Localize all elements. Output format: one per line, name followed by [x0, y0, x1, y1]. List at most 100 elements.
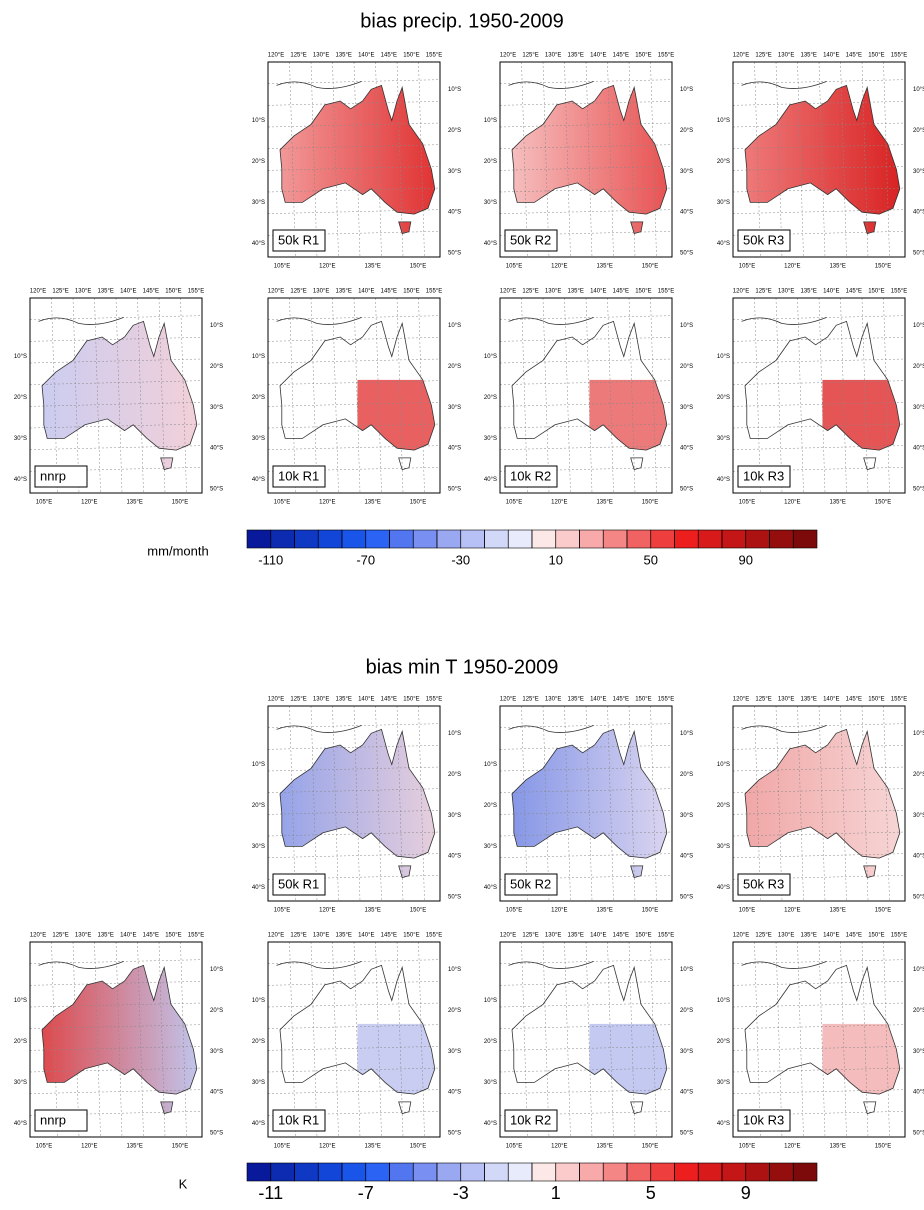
- graticule: [732, 358, 906, 364]
- lon-label: 130°E: [313, 933, 329, 939]
- lat-label: 30°S: [14, 436, 27, 442]
- lon-label: 120°E: [551, 264, 567, 270]
- colorbar-tick-label: 9: [741, 1183, 751, 1203]
- lon-label: 150°E: [635, 933, 651, 939]
- graticule: [29, 1067, 203, 1073]
- lat-label: 30°S: [252, 1080, 265, 1086]
- graticule: [499, 79, 673, 84]
- lon-label: 150°E: [403, 289, 419, 295]
- lon-label: 125°E: [52, 933, 68, 939]
- map-panel: 120°E 125°E 130°E 135°E 140°E 145°E 150°E 155°E…: [484, 697, 693, 914]
- lat-label: 40°S: [210, 1090, 223, 1096]
- coastline: [863, 865, 877, 879]
- lon-label: 130°E: [545, 289, 561, 295]
- lat-label: 10°S: [680, 967, 693, 973]
- graticule: [499, 423, 673, 429]
- lat-label: 40°S: [210, 446, 223, 452]
- lon-label: 140°E: [823, 697, 839, 703]
- lon-label: 155°E: [891, 289, 907, 295]
- lon-label: 135°E: [98, 289, 114, 295]
- map-frame: [29, 297, 203, 494]
- lon-label: 120°E: [733, 697, 749, 703]
- graticule: [158, 941, 166, 1138]
- map-frame: [267, 297, 441, 494]
- graticule: [499, 166, 673, 171]
- graticule: [818, 941, 826, 1138]
- graticule: [267, 101, 441, 106]
- lon-label: 150°E: [642, 908, 658, 914]
- map-frame: [732, 61, 906, 258]
- lat-label: 10°S: [14, 354, 27, 360]
- coastline: [863, 457, 877, 471]
- coastline: [398, 1101, 412, 1115]
- coastline: [630, 1101, 644, 1115]
- graticule: [564, 61, 571, 258]
- lat-label: 30°S: [680, 169, 693, 175]
- graticule: [310, 705, 318, 902]
- map-panel: 120°E 125°E 130°E 135°E 140°E 145°E 150°E 155°E…: [717, 289, 924, 506]
- colorbar-box: [674, 1162, 699, 1182]
- map-frame: [732, 297, 906, 494]
- graticule: [542, 705, 550, 902]
- graticule: [883, 705, 890, 902]
- lat-label: 30°S: [717, 436, 730, 442]
- lat-label: 40°S: [484, 241, 497, 247]
- lat-label: 20°S: [484, 159, 497, 165]
- lat-label: 30°S: [448, 169, 461, 175]
- lat-label: 50°S: [913, 1131, 924, 1137]
- graticule: [499, 122, 673, 128]
- lat-label: 10°S: [717, 354, 730, 360]
- lat-label: 40°S: [252, 477, 265, 483]
- lat-label: 40°S: [717, 885, 730, 891]
- graticule: [840, 61, 847, 258]
- lat-label: 10°S: [717, 762, 730, 768]
- graticule: [732, 745, 906, 750]
- map-frame: [499, 297, 673, 494]
- lon-label: 155°E: [891, 53, 907, 59]
- lat-label: 30°S: [448, 813, 461, 819]
- colorbar-box: [294, 1162, 319, 1182]
- graticule: [267, 766, 441, 772]
- panel-label: 10k R3: [743, 1112, 784, 1127]
- lon-label: 135°E: [98, 933, 114, 939]
- lon-label: 155°E: [426, 289, 442, 295]
- coastline: [630, 865, 644, 879]
- lon-label: 105°E: [506, 264, 522, 270]
- lon-label: 135°E: [336, 933, 352, 939]
- lon-label: 150°E: [410, 908, 426, 914]
- panel-label-box: [272, 229, 326, 252]
- panel-label: 10k R1: [278, 1112, 319, 1127]
- lon-label: 155°E: [658, 933, 674, 939]
- graticule: [732, 209, 906, 214]
- colorbar-box: [507, 1162, 533, 1182]
- lon-label: 130°E: [313, 697, 329, 703]
- colorbar-box: [270, 529, 295, 549]
- lat-label: 50°S: [680, 251, 693, 257]
- graticule: [732, 1046, 906, 1051]
- lat-label: 30°S: [14, 1080, 27, 1086]
- panel-label: 50k R2: [510, 876, 551, 891]
- lon-label: 135°E: [829, 908, 845, 914]
- lon-label: 130°E: [778, 697, 794, 703]
- coastline: [279, 320, 436, 451]
- lon-label: 120°E: [319, 908, 335, 914]
- panel-label-box: [504, 873, 558, 896]
- lon-label: 150°E: [165, 289, 181, 295]
- lon-label: 140°E: [823, 53, 839, 59]
- lon-label: 150°E: [635, 697, 651, 703]
- colorbar-box: [365, 529, 390, 549]
- colorbar-box: [579, 529, 604, 549]
- panel-label: 50k R3: [743, 876, 784, 891]
- graticule: [499, 745, 673, 750]
- lon-label: 155°E: [891, 697, 907, 703]
- panel-label: 50k R2: [510, 232, 551, 247]
- lon-label: 120°E: [30, 289, 46, 295]
- lat-label: 40°S: [484, 1121, 497, 1127]
- lon-label: 125°E: [755, 933, 771, 939]
- graticule: [29, 1046, 203, 1051]
- graticule: [585, 705, 593, 902]
- lon-label: 135°E: [364, 908, 380, 914]
- lon-label: 125°E: [290, 289, 306, 295]
- lat-label: 30°S: [717, 1080, 730, 1086]
- colorbar-box: [246, 529, 272, 549]
